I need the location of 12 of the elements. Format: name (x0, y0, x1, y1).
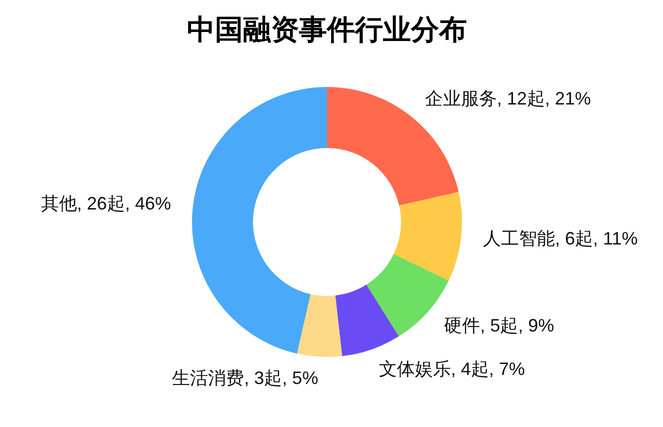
chart-title: 中国融资事件行业分布 (187, 14, 467, 45)
slice-label: 企业服务, 12起, 21% (424, 88, 591, 108)
slice-label: 生活消费, 3起, 5% (172, 368, 318, 388)
donut-slice (335, 284, 399, 356)
donut-slice (192, 87, 327, 354)
slice-label: 硬件, 5起, 9% (444, 316, 554, 336)
donut-slice (394, 192, 462, 281)
donut-slice (296, 294, 342, 357)
slice-label: 其他, 26起, 46% (40, 193, 171, 214)
slice-label: 人工智能, 6起, 11% (483, 228, 638, 249)
slice-label: 文体娱乐, 4起, 7% (378, 359, 525, 380)
donut-slice (327, 87, 459, 206)
